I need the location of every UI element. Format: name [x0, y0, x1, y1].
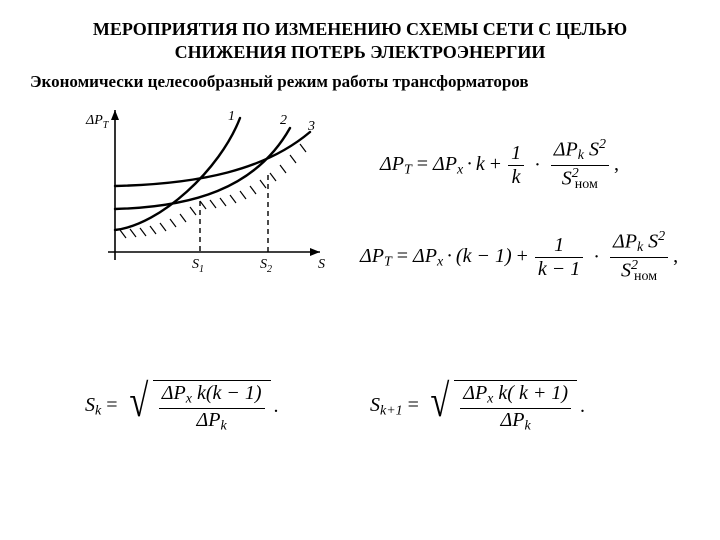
curve-label-1: 1: [228, 110, 235, 124]
curves: [115, 118, 310, 230]
x-mark-s2: S2: [260, 257, 272, 275]
x-mark-s1: S1: [192, 257, 204, 275]
formula-s-k: Sk = √ ΔPx k(k − 1) ΔPk .: [85, 380, 279, 434]
curve-label-3: 3: [307, 119, 315, 134]
x-axis-label: S: [318, 257, 325, 272]
title-line-1: МЕРОПРИЯТИЯ ПО ИЗМЕНЕНИЮ СХЕМЫ СЕТИ С ЦЕ…: [93, 19, 627, 39]
formula-s-k-plus-1: Sk+1 = √ ΔPx k( k + 1) ΔPk .: [370, 380, 585, 434]
title-line-2: СНИЖЕНИЯ ПОТЕРЬ ЭЛЕКТРОЭНЕРГИИ: [175, 42, 546, 62]
curve-3: [115, 132, 310, 186]
curve-label-2: 2: [280, 113, 287, 128]
curve-2: [115, 128, 290, 209]
formula-dp-t-k: ΔPT = ΔPx·k + 1k · ΔPk S2 S2ном ,: [380, 138, 619, 193]
drop-lines: [200, 175, 268, 252]
page-subtitle: Экономически целесообразный режим работы…: [30, 72, 690, 92]
page-title: МЕРОПРИЯТИЯ ПО ИЗМЕНЕНИЮ СХЕМЫ СЕТИ С ЦЕ…: [0, 18, 720, 63]
envelope-hatch: [120, 144, 306, 238]
y-axis-label: ΔPT: [85, 113, 110, 131]
transformer-loss-chart: ΔPT S S1 S2 1 2 3: [70, 110, 330, 290]
formula-dp-t-k-minus-1: ΔPT = ΔPx·(k − 1) + 1k − 1 · ΔPk S2 S2но…: [360, 230, 678, 285]
